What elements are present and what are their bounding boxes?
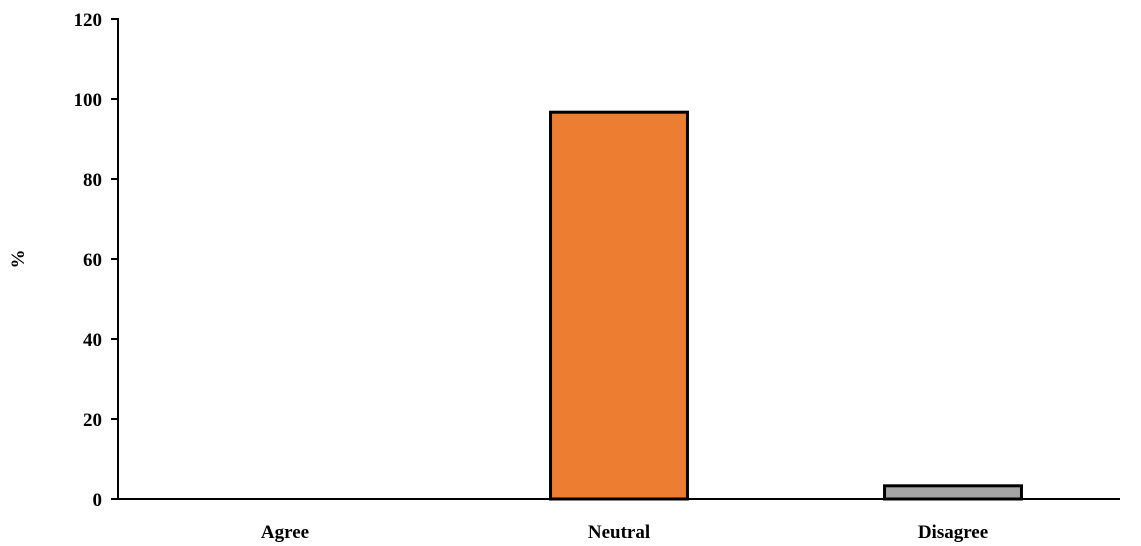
x-tick-label-neutral: Neutral (588, 522, 650, 543)
y-tick-label: 120 (74, 10, 103, 31)
y-tick-label: 100 (74, 90, 103, 111)
x-tick-label-agree: Agree (261, 522, 309, 543)
bar-disagree (883, 484, 1023, 501)
bar-neutral (549, 110, 689, 501)
y-tick-label: 0 (93, 490, 103, 511)
x-tick-label-disagree: Disagree (918, 522, 988, 543)
x-axis-labels: Agree Neutral Disagree (261, 522, 988, 543)
y-tick-label: 80 (83, 170, 102, 191)
bars-group (549, 110, 1023, 501)
y-tick-label: 60 (83, 250, 102, 271)
y-axis-title: % (8, 250, 29, 269)
y-tick-label: 40 (83, 330, 102, 351)
y-axis-ticks: 0 20 40 60 80 100 120 (74, 10, 118, 511)
y-tick-label: 20 (83, 410, 102, 431)
